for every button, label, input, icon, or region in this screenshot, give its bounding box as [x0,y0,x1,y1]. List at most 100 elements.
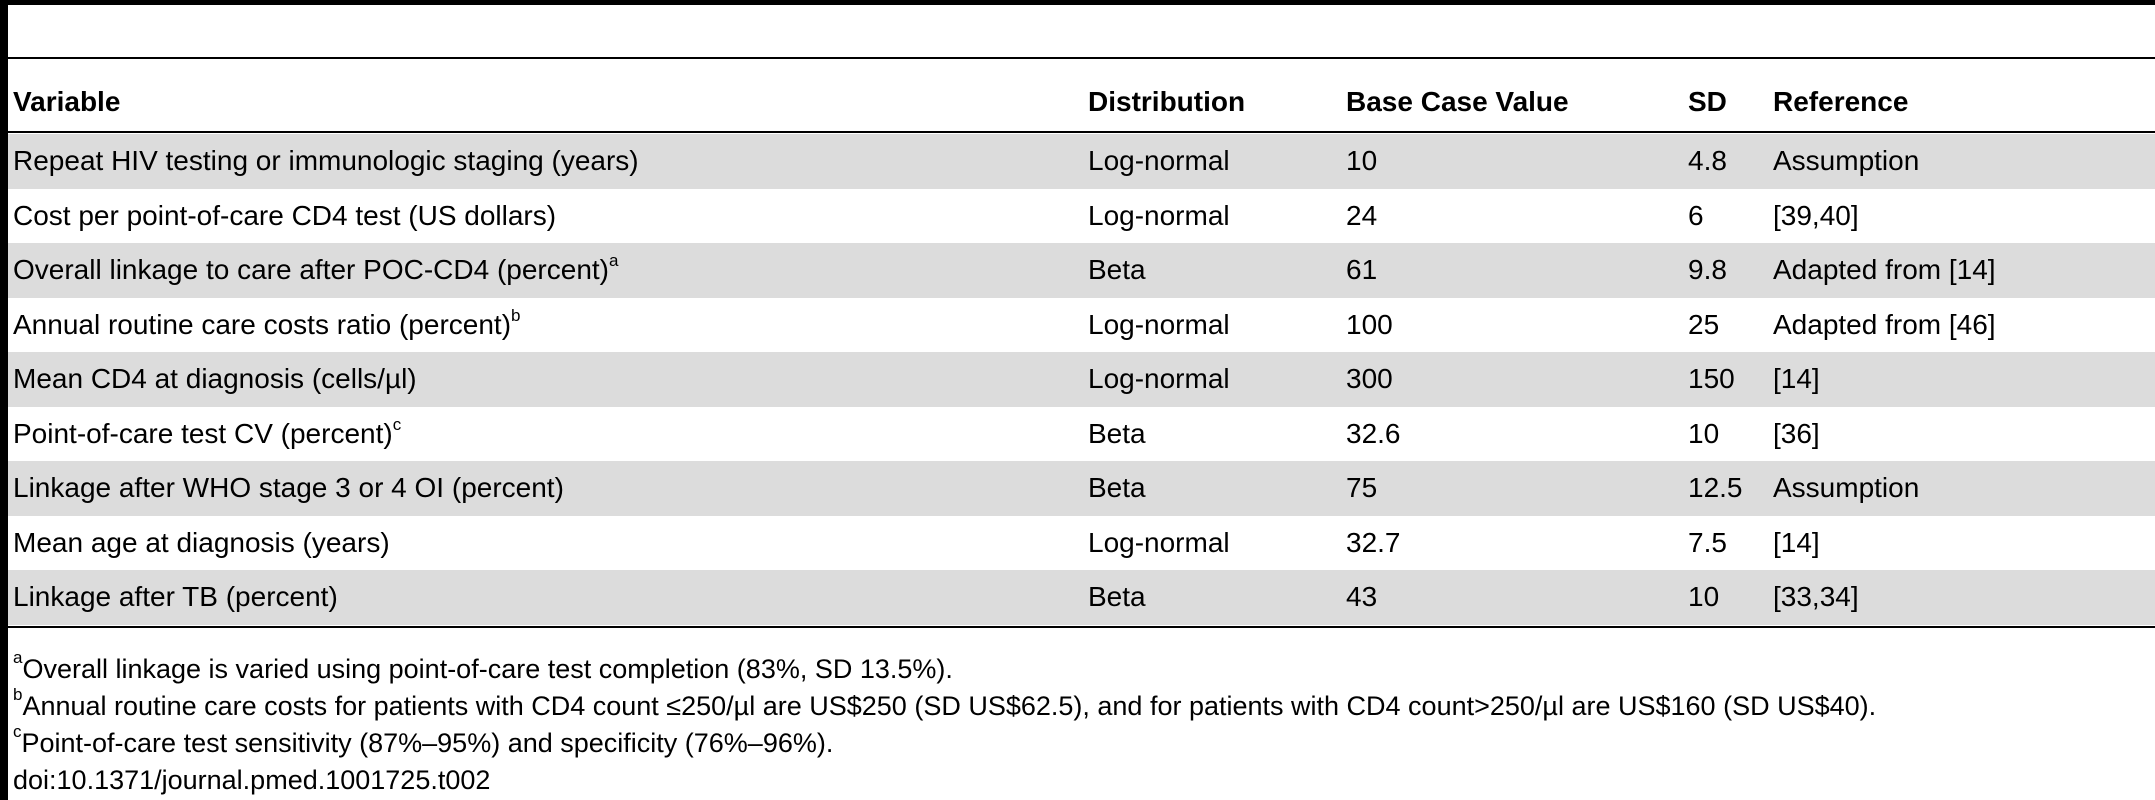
cell-sd-text: 9.8 [1688,254,1727,286]
cell-reference: Adapted from [14] [1768,243,2155,298]
footnote-a: aOverall linkage is varied using point-o… [13,649,1876,688]
cell-base-case-value: 75 [1341,461,1683,516]
footnote-text: Annual routine care costs for patients w… [22,691,1877,721]
footnote-text: Overall linkage is varied using point-of… [22,654,953,684]
cell-base-case-value: 32.7 [1341,515,1683,570]
cell-distribution-text: Beta [1088,581,1146,613]
cell-base-case-value-text: 24 [1346,199,1378,231]
cell-reference-text: [39,40] [1773,199,1859,231]
cell-base-case-value-text: 43 [1346,581,1378,613]
cell-distribution-text: Log-normal [1088,308,1230,340]
table-row: Mean CD4 at diagnosis (cells/µl) Log-norm… [8,352,2155,407]
cell-reference: [39,40] [1768,188,2155,243]
cell-sd: 4.8 [1683,134,1768,189]
footnote-mark: c [13,722,22,741]
cell-sd: 12.5 [1683,461,1768,516]
cell-base-case-value-text: 300 [1346,363,1393,395]
cell-reference-text: Assumption [1773,145,1920,177]
cell-sd-text: 6 [1688,199,1704,231]
table-row: Overall linkage to care after POC-CD4 (p… [8,243,2155,298]
cell-sd-text: 25 [1688,308,1720,340]
cell-variable-text: Point-of-care test CV (percent) [13,417,393,449]
footnote-b: bAnnual routine care costs for patients … [13,685,1877,725]
cell-base-case-value-text: 32.6 [1346,417,1401,449]
cell-variable: Mean CD4 at diagnosis (cells/µl) [8,352,1083,407]
cell-distribution: Log-normal [1083,188,1341,243]
header-bottom-rule [8,131,2155,133]
cell-base-case-value-text: 75 [1346,472,1378,504]
cell-distribution: Log-normal [1083,352,1341,407]
footnote-text: Point-of-care test sensitivity (87%–95%)… [21,728,834,758]
cell-variable-text: Linkage after TB (percent) [13,581,338,613]
cell-reference: [33,34] [1768,570,2155,625]
cell-sd: 9.8 [1683,243,1768,298]
table-row: Cost per point-of-care CD4 test (US doll… [8,188,2155,243]
cell-sd: 6 [1683,188,1768,243]
cell-variable-text: Mean CD4 at diagnosis (cells/µl) [13,363,417,395]
footnote-c: cPoint-of-care test sensitivity (87%–95%… [13,722,1876,762]
cell-distribution-text: Beta [1088,417,1146,449]
cell-base-case-value: 300 [1341,352,1683,407]
cell-reference-text: [36] [1773,417,1820,449]
cell-variable: Mean age at diagnosis (years) [8,515,1083,570]
cell-variable-text: Overall linkage to care after POC-CD4 (p… [13,254,609,286]
cell-sd-text: 150 [1688,363,1735,395]
top-rule [0,0,2155,5]
cell-base-case-value: 100 [1341,297,1683,352]
cell-distribution: Beta [1083,461,1341,516]
cell-base-case-value: 10 [1341,134,1683,189]
cell-reference-text: Assumption [1773,472,1920,504]
table-row: Annual routine care costs ratio (percent… [8,297,2155,352]
cell-distribution-text: Beta [1088,472,1146,504]
table-footnotes: aOverall linkage is varied using point-o… [13,649,1877,799]
cell-distribution: Beta [1083,570,1341,625]
cell-variable: Linkage after WHO stage 3 or 4 OI (perce… [8,461,1083,516]
cell-distribution-text: Log-normal [1088,526,1230,558]
cell-reference-text: [14] [1773,363,1820,395]
cell-reference: Assumption [1768,461,2155,516]
cell-base-case-value: 32.6 [1341,406,1683,461]
cell-distribution: Beta [1083,406,1341,461]
header-reference: Reference [1773,86,1909,117]
cell-base-case-value: 43 [1341,570,1683,625]
cell-distribution: Beta [1083,243,1341,298]
table-header-row: Variable Distribution Base Case Value SD… [8,70,2155,134]
cell-distribution: Log-normal [1083,297,1341,352]
cell-distribution-text: Log-normal [1088,363,1230,395]
cell-sd: 7.5 [1683,515,1768,570]
cell-variable: Cost per point-of-care CD4 test (US doll… [8,188,1083,243]
table-row: Linkage after TB (percent) Beta 43 10 [33,34… [8,570,2155,625]
cell-base-case-value-text: 10 [1346,145,1378,177]
header-variable: Variable [13,86,121,117]
cell-sd: 10 [1683,406,1768,461]
cell-reference-text: Adapted from [46] [1773,308,1996,340]
cell-variable-text: Repeat HIV testing or immunologic stagin… [13,145,639,177]
cell-base-case-value-text: 32.7 [1346,526,1401,558]
cell-sd: 10 [1683,570,1768,625]
cell-reference: [14] [1768,352,2155,407]
table-row: Repeat HIV testing or immunologic stagin… [8,134,2155,189]
cell-variable: Overall linkage to care after POC-CD4 (p… [8,243,1083,298]
cell-variable: Repeat HIV testing or immunologic stagin… [8,134,1083,189]
cell-base-case-value: 24 [1341,188,1683,243]
cell-reference: [36] [1768,406,2155,461]
cell-distribution: Log-normal [1083,515,1341,570]
header-sd: SD [1688,86,1727,117]
parameter-table: Variable Distribution Base Case Value SD… [8,70,2155,625]
cell-sd: 150 [1683,352,1768,407]
cell-sd-text: 10 [1688,581,1720,613]
cell-sd-text: 4.8 [1688,145,1727,177]
cell-reference: [14] [1768,515,2155,570]
cell-reference-text: Adapted from [14] [1773,254,1996,286]
cell-reference: Adapted from [46] [1768,297,2155,352]
table-row: Mean age at diagnosis (years) Log-normal 3… [8,515,2155,570]
cell-variable-text: Mean age at diagnosis (years) [13,526,390,558]
header-base-case-value: Base Case Value [1346,86,1569,117]
cell-variable-text: Cost per point-of-care CD4 test (US doll… [13,199,557,231]
cell-base-case-value-text: 100 [1346,308,1393,340]
cell-sd: 25 [1683,297,1768,352]
footnote-mark: b [13,685,23,704]
cell-base-case-value: 61 [1341,243,1683,298]
footnote-marker: b [511,305,521,325]
